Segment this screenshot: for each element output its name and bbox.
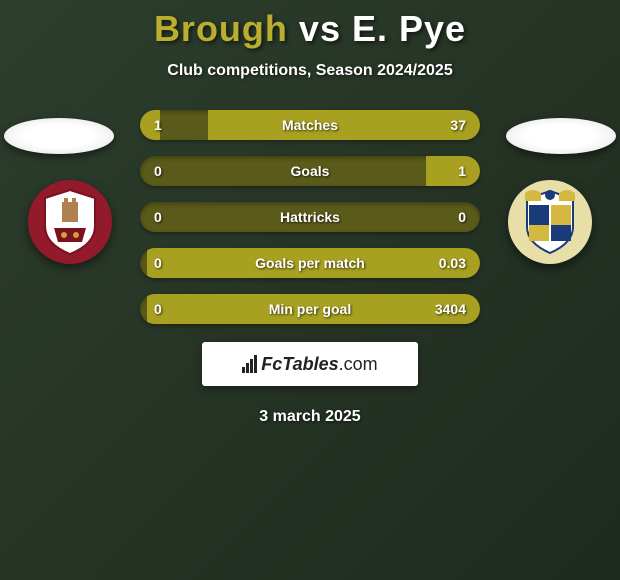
stat-value-right: 1 (458, 163, 466, 179)
club-crest-right (508, 180, 592, 264)
shield-icon (40, 188, 100, 256)
date-text: 3 march 2025 (0, 408, 620, 426)
stat-row: 0 Min per goal 3404 (140, 294, 480, 324)
stat-row: 0 Hattricks 0 (140, 202, 480, 232)
vs-text: vs (299, 8, 341, 49)
stat-row: 0 Goals 1 (140, 156, 480, 186)
stat-value-left: 1 (154, 117, 162, 133)
stat-value-left: 0 (154, 301, 162, 317)
stat-fill-right (426, 156, 480, 186)
stat-label: Matches (282, 117, 338, 133)
stat-value-right: 3404 (435, 301, 466, 317)
stat-value-left: 0 (154, 255, 162, 271)
crest-icon (515, 185, 585, 259)
stat-row: 1 Matches 37 (140, 110, 480, 140)
stat-value-right: 37 (450, 117, 466, 133)
logo-text-a: Fc (261, 354, 282, 374)
stats-container: 1 Matches 37 0 Goals 1 0 Hattricks 0 0 Goals per m… (140, 110, 480, 324)
stat-fill-right (208, 110, 480, 140)
player-left-photo (4, 118, 114, 154)
subtitle: Club competitions, Season 2024/2025 (0, 62, 620, 80)
club-crest-left (28, 180, 112, 264)
stat-value-left: 0 (154, 163, 162, 179)
logo-text-c: .com (339, 354, 378, 374)
logo-text-b: Tables (282, 354, 338, 374)
chart-icon (242, 355, 257, 373)
branding-logo: FcTables.com (242, 354, 377, 375)
stat-label: Min per goal (269, 301, 351, 317)
stat-value-left: 0 (154, 209, 162, 225)
stat-value-right: 0.03 (439, 255, 466, 271)
player-right-photo (506, 118, 616, 154)
stat-label: Goals (291, 163, 330, 179)
stat-label: Goals per match (255, 255, 365, 271)
stat-row: 0 Goals per match 0.03 (140, 248, 480, 278)
page-title: Brough vs E. Pye (0, 8, 620, 50)
stat-label: Hattricks (280, 209, 340, 225)
player-left-name: Brough (154, 8, 288, 49)
player-right-name: E. Pye (352, 8, 466, 49)
branding-box[interactable]: FcTables.com (202, 342, 418, 386)
stat-value-right: 0 (458, 209, 466, 225)
